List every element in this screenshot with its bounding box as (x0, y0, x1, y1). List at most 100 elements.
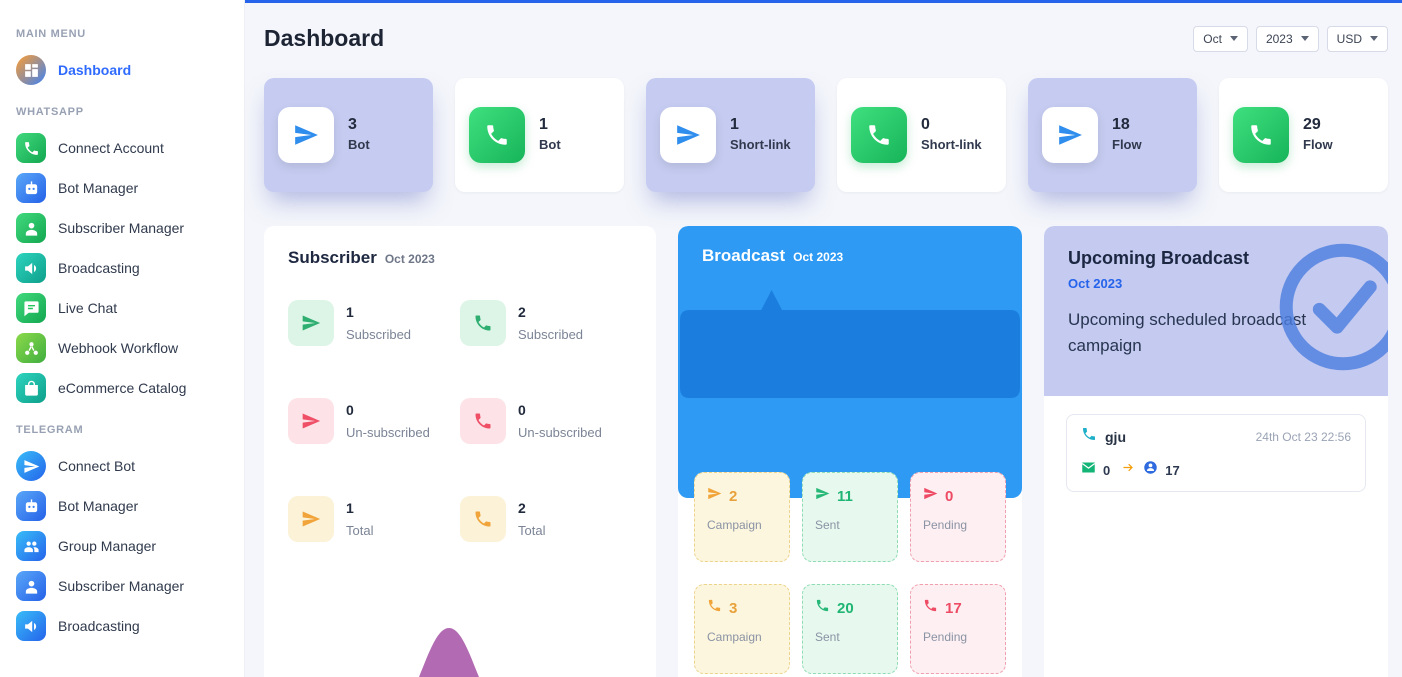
subscriber-stat-telegram-unsubscribed: 0 Un-subscribed (288, 398, 460, 444)
subscriber-stats-grid: 1 Subscribed 2 Subscribed 0 Un-subscribe… (288, 300, 632, 542)
telegram-icon (660, 107, 716, 163)
stat-value: 1 (730, 116, 739, 134)
sidebar-item-label: eCommerce Catalog (58, 380, 187, 396)
month-dropdown[interactable]: Oct (1193, 25, 1248, 52)
stat-value: 3 (729, 599, 738, 617)
sidebar-item-label: Connect Bot (58, 458, 136, 474)
broadcast-stat-whatsapp-campaign: 3 Campaign (694, 584, 790, 674)
stat-value: 29 (1303, 116, 1321, 134)
stat-label: Bot (348, 137, 370, 153)
checkmark-circle-icon (1272, 236, 1388, 378)
stat-label: Short-link (921, 137, 982, 153)
stat-label: Campaign (707, 630, 762, 644)
stat-value: 1 (346, 500, 354, 516)
stat-label: Pending (923, 630, 968, 644)
sidebar-item-wa-bot-manager[interactable]: Bot Manager (0, 168, 244, 208)
stat-value: 0 (921, 116, 930, 134)
sidebar-item-label: Broadcasting (58, 618, 140, 634)
stat-card-telegram-bot: 3 Bot (264, 78, 433, 192)
subscriber-stat-telegram-total: 1 Total (288, 496, 460, 542)
person-circle-icon (1143, 460, 1158, 480)
subscriber-stat-whatsapp-total: 2 Total (460, 496, 632, 542)
month-dropdown-label: Oct (1203, 31, 1222, 46)
page-title: Dashboard (264, 25, 385, 51)
stat-value: 17 (945, 599, 962, 617)
whatsapp-icon (469, 107, 525, 163)
arrow-right-icon (1121, 460, 1136, 480)
upcoming-broadcast-list: gju 24th Oct 23 22:56 0 17 (1044, 396, 1388, 510)
upcoming-broadcast-title: Upcoming Broadcast (1068, 248, 1250, 268)
stat-label: Sent (815, 518, 840, 532)
whatsapp-icon (815, 598, 830, 618)
telegram-icon (815, 486, 830, 506)
filter-group: Oct 2023 USD (1193, 25, 1388, 52)
sidebar-item-live-chat[interactable]: Live Chat (0, 288, 244, 328)
sidebar: MAIN MENU Dashboard WHATSAPP Connect Acc… (0, 0, 245, 677)
broadcast-panel: Broadcast Oct 2023 2 Campaign (678, 226, 1022, 677)
telegram-icon (278, 107, 334, 163)
sidebar-item-dashboard[interactable]: Dashboard (0, 50, 244, 90)
broadcast-panel-period: Oct 2023 (793, 250, 844, 264)
whatsapp-icon (460, 496, 506, 542)
sidebar-item-tg-bot-manager[interactable]: Bot Manager (0, 486, 244, 526)
upcoming-broadcast-header: Upcoming Broadcast Oct 2023 Upcoming sch… (1044, 226, 1388, 396)
whatsapp-icon (1081, 426, 1097, 447)
upcoming-broadcast-list-item[interactable]: gju 24th Oct 23 22:56 0 17 (1066, 414, 1366, 492)
top-accent-bar (245, 0, 1402, 3)
whatsapp-icon (460, 398, 506, 444)
currency-dropdown-label: USD (1336, 31, 1362, 46)
stat-label: Flow (1112, 137, 1142, 153)
subscriber-panel-period: Oct 2023 (384, 252, 435, 266)
sidebar-item-label: Bot Manager (58, 498, 139, 514)
sidebar-item-wa-subscriber-manager[interactable]: Subscriber Manager (0, 208, 244, 248)
stat-value: 0 (518, 402, 526, 418)
subscriber-stat-whatsapp-subscribed: 2 Subscribed (460, 300, 632, 346)
sidebar-item-label: Live Chat (58, 300, 118, 316)
robot-icon (16, 173, 46, 203)
sidebar-item-tg-broadcasting[interactable]: Broadcasting (0, 606, 244, 646)
sidebar-item-label: Subscriber Manager (58, 578, 185, 594)
stat-label: Campaign (707, 518, 762, 532)
group-icon (16, 531, 46, 561)
stat-value: 0 (945, 487, 954, 505)
broadcast-datetime: 24th Oct 23 22:56 (1255, 429, 1351, 444)
broadcast-chart-area: Broadcast Oct 2023 (678, 226, 1022, 498)
sidebar-item-webhook-workflow[interactable]: Webhook Workflow (0, 328, 244, 368)
stat-label: Un-subscribed (346, 425, 430, 440)
stat-card-telegram-shortlink: 1 Short-link (646, 78, 815, 192)
sidebar-item-label: Bot Manager (58, 180, 139, 196)
subscriber-stat-whatsapp-unsubscribed: 0 Un-subscribed (460, 398, 632, 444)
currency-dropdown[interactable]: USD (1326, 25, 1388, 52)
sidebar-heading-telegram: TELEGRAM (16, 424, 84, 436)
sidebar-item-wa-broadcasting[interactable]: Broadcasting (0, 248, 244, 288)
person-icon (16, 571, 46, 601)
year-dropdown[interactable]: 2023 (1255, 25, 1319, 52)
sidebar-item-tg-subscriber-manager[interactable]: Subscriber Manager (0, 566, 244, 606)
sidebar-item-group-manager[interactable]: Group Manager (0, 526, 244, 566)
stat-card-whatsapp-bot: 1 Bot (455, 78, 624, 192)
stat-label: Flow (1303, 137, 1333, 153)
telegram-icon (288, 496, 334, 542)
person-icon (16, 213, 46, 243)
sidebar-item-connect-account[interactable]: Connect Account (0, 128, 244, 168)
stat-card-telegram-flow: 18 Flow (1028, 78, 1197, 192)
telegram-icon (288, 300, 334, 346)
telegram-icon (707, 486, 722, 506)
stat-label: Subscribed (346, 327, 412, 342)
sidebar-item-ecommerce-catalog[interactable]: eCommerce Catalog (0, 368, 244, 408)
broadcast-name: gju (1105, 428, 1126, 445)
stat-value: 1 (346, 304, 354, 320)
megaphone-icon (16, 611, 46, 641)
subscriber-panel: Subscriber Oct 2023 1 Subscribed 2 Subsc… (264, 226, 656, 677)
sidebar-item-label: Broadcasting (58, 260, 140, 276)
stat-value: 1 (539, 116, 548, 134)
stat-value: 18 (1112, 116, 1130, 134)
broadcast-stat-telegram-sent: 11 Sent (802, 472, 898, 562)
sidebar-heading-whatsapp: WHATSAPP (16, 106, 84, 118)
subscriber-panel-title: Subscriber (288, 248, 377, 267)
sidebar-item-connect-bot[interactable]: Connect Bot (0, 446, 244, 486)
stat-card-whatsapp-shortlink: 0 Short-link (837, 78, 1006, 192)
stat-label: Un-subscribed (518, 425, 602, 440)
whatsapp-icon (16, 133, 46, 163)
sent-count: 0 (1103, 462, 1111, 478)
